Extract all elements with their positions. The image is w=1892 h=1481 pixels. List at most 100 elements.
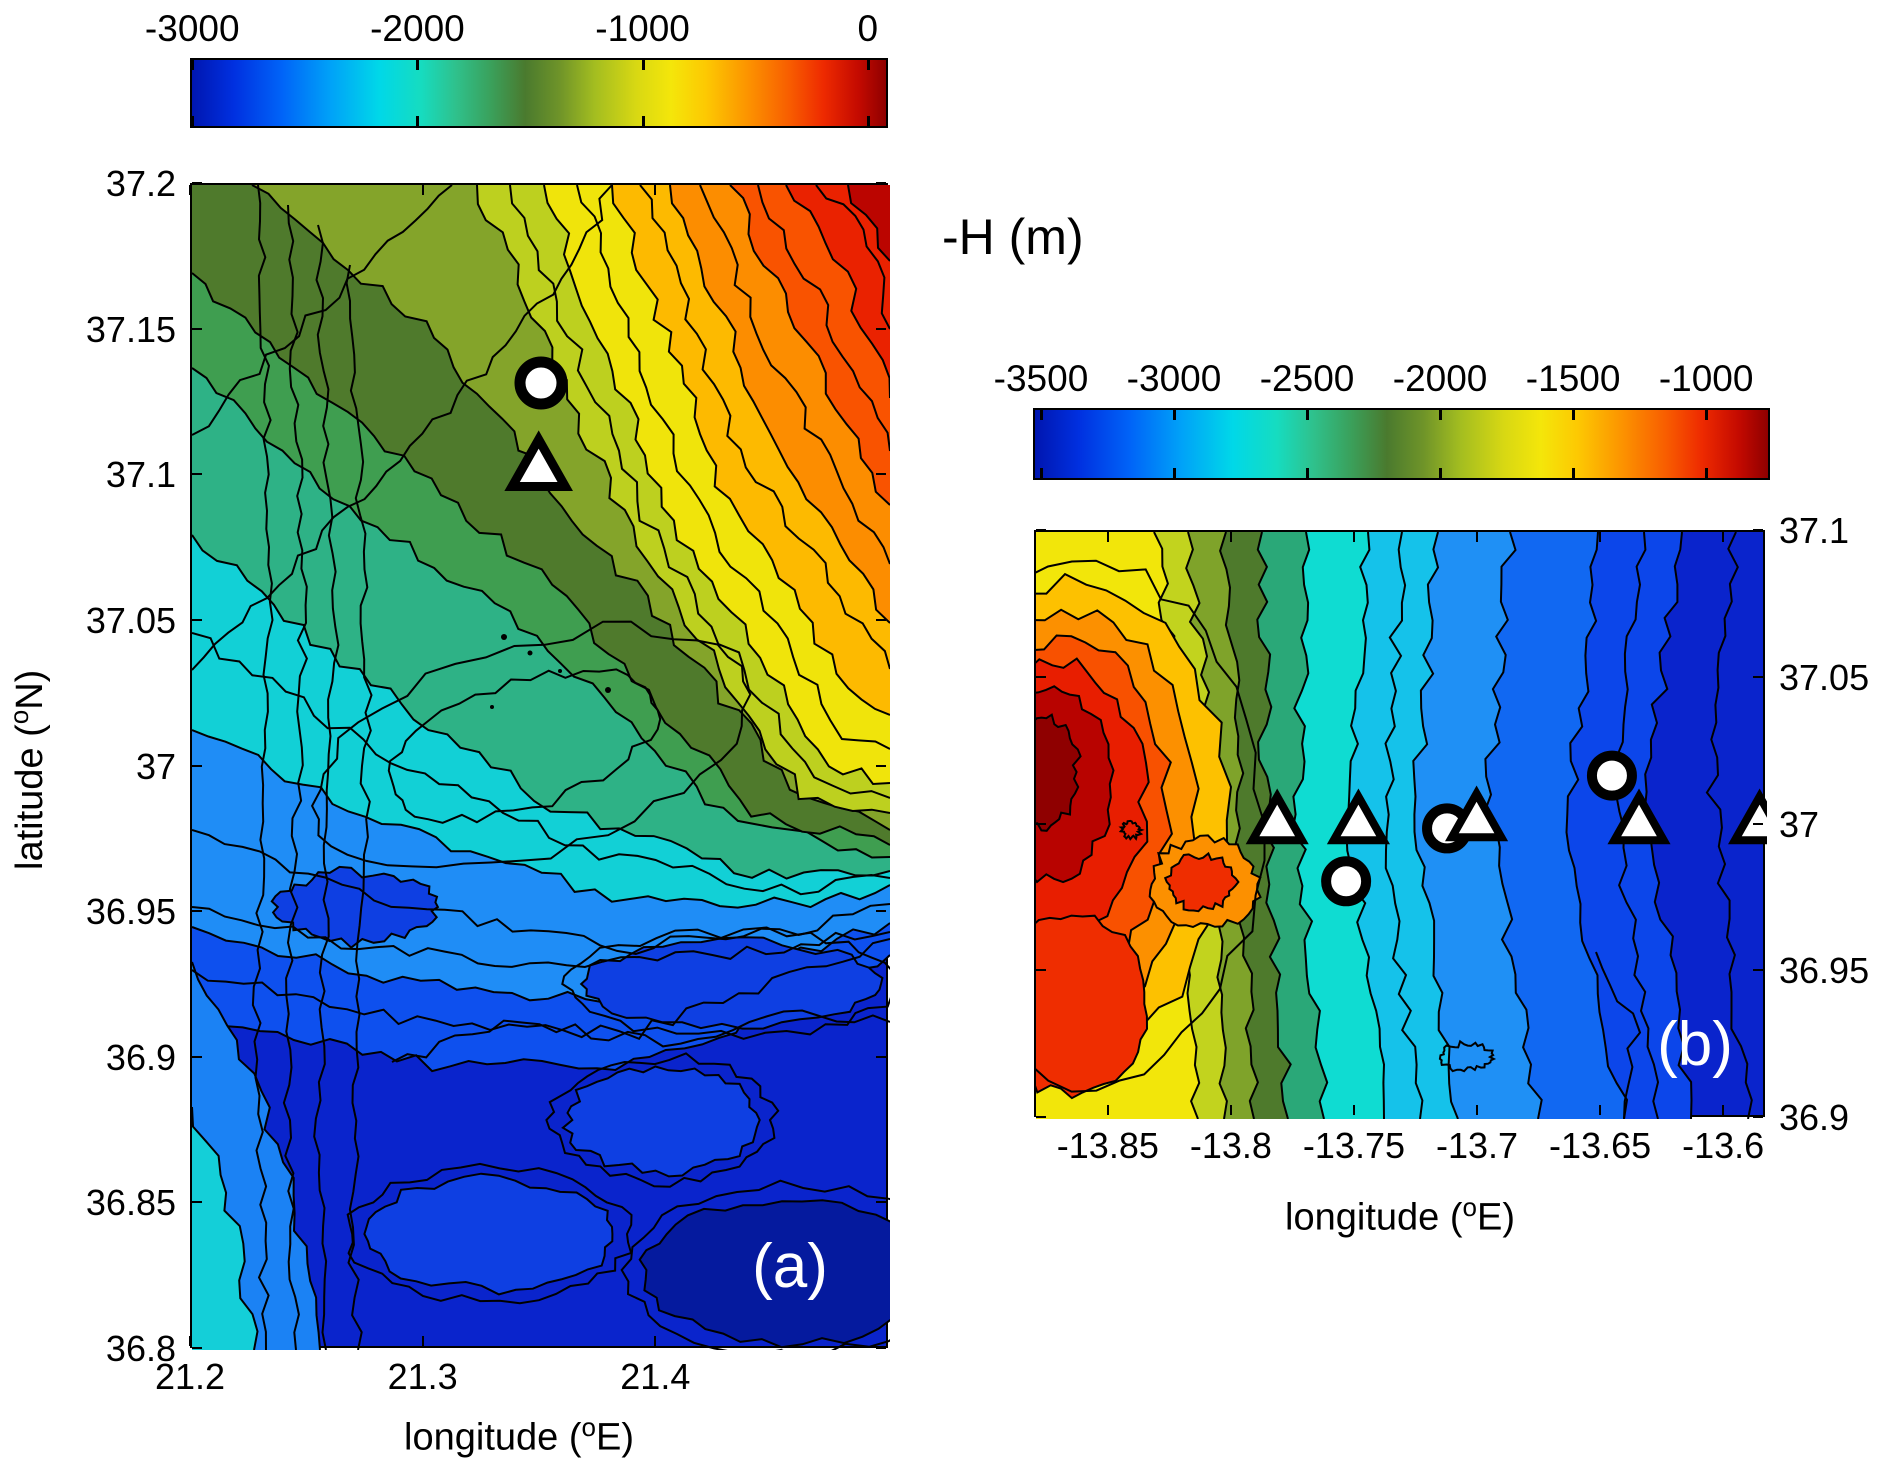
contour-line [251, 185, 890, 831]
panelB-svg [1036, 532, 1767, 1119]
x-tick-label: -13.7 [1435, 1125, 1519, 1166]
x-tick-label: 21.2 [154, 1356, 226, 1397]
panel-a-letter: (a) [752, 1232, 828, 1301]
colorbar-tick-mark [641, 116, 645, 128]
degree-symbol: o [4, 709, 35, 725]
panel-a-map [190, 183, 890, 1350]
panel-b-xlabel: longitude (oE) [1285, 1192, 1515, 1239]
x-tick-label: -13.75 [1302, 1125, 1405, 1166]
station-triangle-marker [1326, 788, 1390, 845]
colorbar-tick-mark [1705, 468, 1709, 480]
contour-line [729, 185, 890, 506]
colorbar-tick-mark [416, 58, 420, 70]
colorbar-b [1033, 408, 1770, 480]
colorbar-tick-mark [1173, 408, 1176, 420]
depth-speckle [501, 634, 507, 640]
y-tick-mark [192, 764, 202, 767]
contour-line [192, 367, 890, 859]
y-tick-mark [876, 618, 886, 621]
contour-line [313, 224, 340, 1350]
figure-title: -H (m) [942, 209, 1084, 265]
station-triangle-marker [1728, 788, 1767, 845]
contour-line [576, 185, 890, 750]
x-tick-mark [189, 1336, 191, 1346]
contour-line [192, 906, 890, 969]
station-circle-marker [1586, 750, 1637, 801]
depth-speckle [605, 687, 611, 693]
y-tick-label: 37 [135, 745, 176, 787]
y-tick-label: 37.05 [85, 599, 176, 641]
contour-line [785, 185, 890, 399]
contour-line [192, 185, 613, 671]
x-tick-mark [421, 1336, 424, 1346]
contour-line [757, 185, 890, 452]
x-tick-label: -13.65 [1549, 1125, 1652, 1166]
y-tick-mark [192, 473, 202, 476]
y-tick-label: 36.95 [85, 891, 176, 933]
x-tick-mark [1229, 1105, 1232, 1115]
x-tick-mark [654, 1336, 657, 1346]
y-tick-mark [192, 1347, 202, 1349]
colorbar-tick-mark [416, 116, 420, 128]
station-triangle-marker [1445, 785, 1509, 842]
y-tick-label: 36.9 [105, 1036, 176, 1078]
depth-speckle [527, 650, 533, 656]
x-tick-mark [1722, 1105, 1725, 1115]
colorbar-tick-mark [1572, 408, 1576, 420]
contour-line [543, 185, 890, 786]
panelA-svg [192, 185, 890, 1350]
contour-line [387, 668, 662, 824]
colorbar-tick-mark [1306, 408, 1310, 420]
contour-line [847, 185, 890, 262]
contour-line [1595, 951, 1642, 1119]
colorbar-a [190, 58, 888, 128]
colorbar-tick-label: -1000 [595, 8, 690, 49]
y-tick-label: 37.2 [105, 163, 176, 204]
y-tick-mark [876, 182, 886, 184]
contour-line [282, 204, 308, 1350]
contour-line [1036, 559, 1266, 1093]
panel-b-map [1034, 530, 1767, 1119]
colorbar-tick-label: -3000 [1126, 358, 1222, 399]
contour-blob [363, 1172, 614, 1296]
contour-line [346, 1162, 633, 1305]
contour-line [1384, 532, 1424, 1119]
panel-a-xlabel: longitude (oE) [404, 1412, 634, 1459]
contour-blob [1036, 914, 1149, 1100]
contour-line [192, 729, 890, 909]
y-tick-mark [876, 764, 886, 767]
colorbar-tick-mark [1572, 468, 1576, 480]
x-tick-mark [1599, 532, 1602, 542]
contour-line [1219, 532, 1259, 1119]
x-tick-label: -13.6 [1682, 1125, 1765, 1166]
x-tick-mark [1722, 532, 1725, 542]
contour-blob [1036, 713, 1082, 832]
colorbar-tick-mark [641, 58, 645, 70]
y-tick-label: 37 [1779, 803, 1820, 845]
colorbar-tick-mark [1039, 468, 1043, 480]
colorbar-tick-mark [191, 58, 195, 70]
y-tick-mark [192, 1055, 202, 1058]
x-tick-mark [1599, 1105, 1602, 1115]
x-tick-mark [1229, 532, 1232, 542]
y-tick-mark [1753, 529, 1763, 531]
contour-line [545, 1052, 780, 1188]
x-tick-mark [1352, 532, 1355, 542]
colorbar-tick-label: -2500 [1259, 358, 1355, 399]
y-tick-mark [192, 910, 202, 913]
contour-line [192, 632, 890, 896]
contour-line [192, 185, 453, 436]
contour-line [509, 185, 890, 799]
colorbar-tick-label: -1500 [1525, 358, 1621, 399]
contour-line [699, 185, 890, 565]
y-tick-label: 36.85 [85, 1182, 176, 1224]
x-tick-label: -13.85 [1056, 1125, 1159, 1166]
y-tick-label: 37.1 [105, 454, 176, 496]
y-tick-label: 36.8 [105, 1328, 176, 1369]
station-triangle-marker [1607, 788, 1671, 845]
contour-line [669, 185, 890, 624]
x-tick-mark [421, 185, 424, 195]
y-tick-mark [192, 182, 202, 184]
colorbar-tick-mark [191, 116, 195, 128]
